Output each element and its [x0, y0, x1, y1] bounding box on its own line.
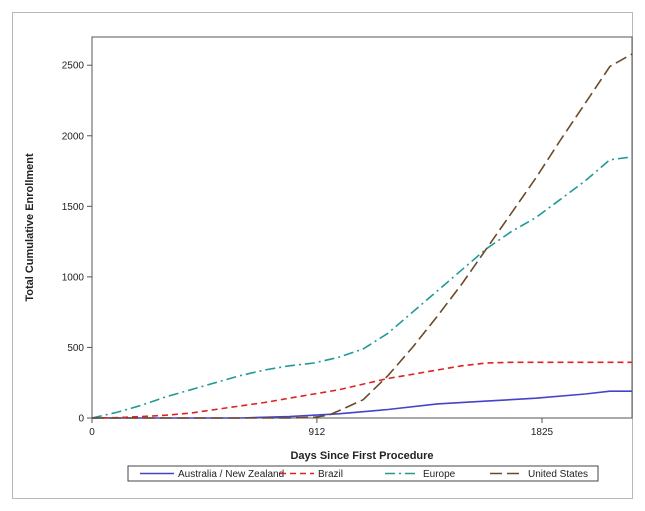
- series-line-united-states: [92, 53, 633, 419]
- y-tick-label: 500: [67, 343, 84, 354]
- y-axis: 0 500 1000 1500 2000 2500: [62, 61, 92, 425]
- legend-label-europe: Europe: [423, 469, 456, 480]
- y-tick-label: 2000: [62, 131, 85, 142]
- series-layer: [91, 53, 633, 419]
- y-tick-label: 0: [78, 414, 84, 425]
- legend: Australia / New Zealand Brazil Europe Unite…: [127, 465, 599, 482]
- y-tick-label: 1500: [62, 202, 85, 213]
- x-tick-label: 0: [89, 427, 95, 438]
- x-tick-label: 912: [309, 427, 326, 438]
- series-line-brazil: [91, 361, 632, 419]
- legend-label-brazil: Brazil: [318, 469, 343, 480]
- x-axis-label: Days Since First Procedure: [290, 450, 433, 462]
- y-tick-label: 1000: [62, 272, 85, 283]
- x-axis: 0 912 1825: [89, 418, 554, 438]
- legend-box: [127, 465, 599, 482]
- series-line-europe: [91, 156, 633, 419]
- y-axis-label: Total Cumulative Enrollment: [24, 153, 36, 302]
- plot-area: [91, 36, 633, 419]
- y-tick-label: 2500: [62, 61, 85, 72]
- legend-label-united-states: United States: [528, 469, 588, 480]
- legend-label-australia-new-zealand: Australia / New Zealand: [178, 469, 284, 480]
- series-line-australia-new-zealand: [92, 390, 632, 419]
- x-tick-label: 1825: [531, 427, 554, 438]
